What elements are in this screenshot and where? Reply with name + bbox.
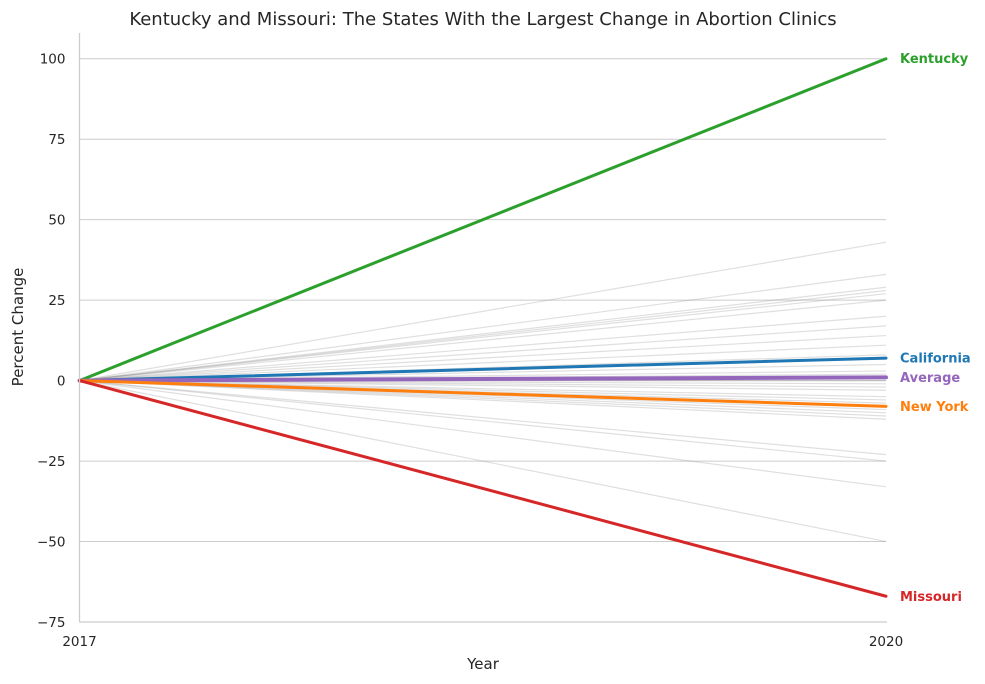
series-labels: Kentucky California Average New York Missour…: [900, 52, 971, 605]
background-series-line: [79, 380, 887, 456]
x-tick-label: 2020: [869, 634, 903, 650]
y-axis-label: Percent Change: [9, 268, 27, 387]
background-series-line: [79, 344, 887, 382]
background-series-line: [79, 380, 887, 417]
y-tick-label: −50: [37, 535, 66, 551]
missouri-label: Missouri: [900, 590, 962, 605]
y-tick-label: 75: [48, 132, 65, 148]
background-series-line: [79, 380, 887, 398]
background-series-line: [79, 325, 887, 382]
background-series-line: [79, 380, 887, 391]
y-tick-label: 100: [40, 52, 66, 68]
background-series-line: [79, 315, 887, 382]
average-line: [77, 375, 888, 383]
kentucky-line: [78, 57, 888, 383]
background-series-line: [79, 286, 887, 382]
new-york-label: New York: [900, 400, 969, 415]
background-series-line: [79, 241, 887, 382]
x-tick-labels: 2017 2020: [62, 634, 903, 650]
california-label: California: [900, 352, 971, 367]
y-tick-label: 25: [48, 293, 65, 309]
background-series: [79, 241, 887, 543]
x-axis-label: Year: [466, 655, 500, 673]
y-tick-label: 50: [48, 213, 65, 229]
chart-title: Kentucky and Missouri: The States With t…: [129, 9, 836, 30]
y-tick-label: 0: [57, 374, 66, 390]
background-series-line: [79, 273, 887, 382]
background-series-line: [79, 334, 887, 382]
background-series-line: [79, 293, 887, 382]
kentucky-label: Kentucky: [900, 52, 969, 67]
y-tick-label: −25: [37, 454, 66, 470]
missouri-line: [78, 379, 888, 598]
y-gridlines: [79, 58, 886, 543]
background-series-line: [79, 289, 887, 382]
background-series-line: [79, 380, 887, 462]
y-tick-labels: 100 75 50 25 0 −25 −50 −75: [37, 52, 66, 631]
new-york-line: [78, 379, 888, 408]
background-series-line: [79, 299, 887, 382]
california-line: [78, 356, 888, 383]
highlighted-series: [77, 57, 888, 598]
background-series-line: [79, 380, 887, 420]
background-series-line: [79, 380, 887, 543]
background-series-line: [79, 380, 887, 488]
average-label: Average: [900, 371, 960, 386]
x-tick-label: 2017: [62, 634, 96, 650]
y-tick-label: −75: [37, 615, 66, 631]
